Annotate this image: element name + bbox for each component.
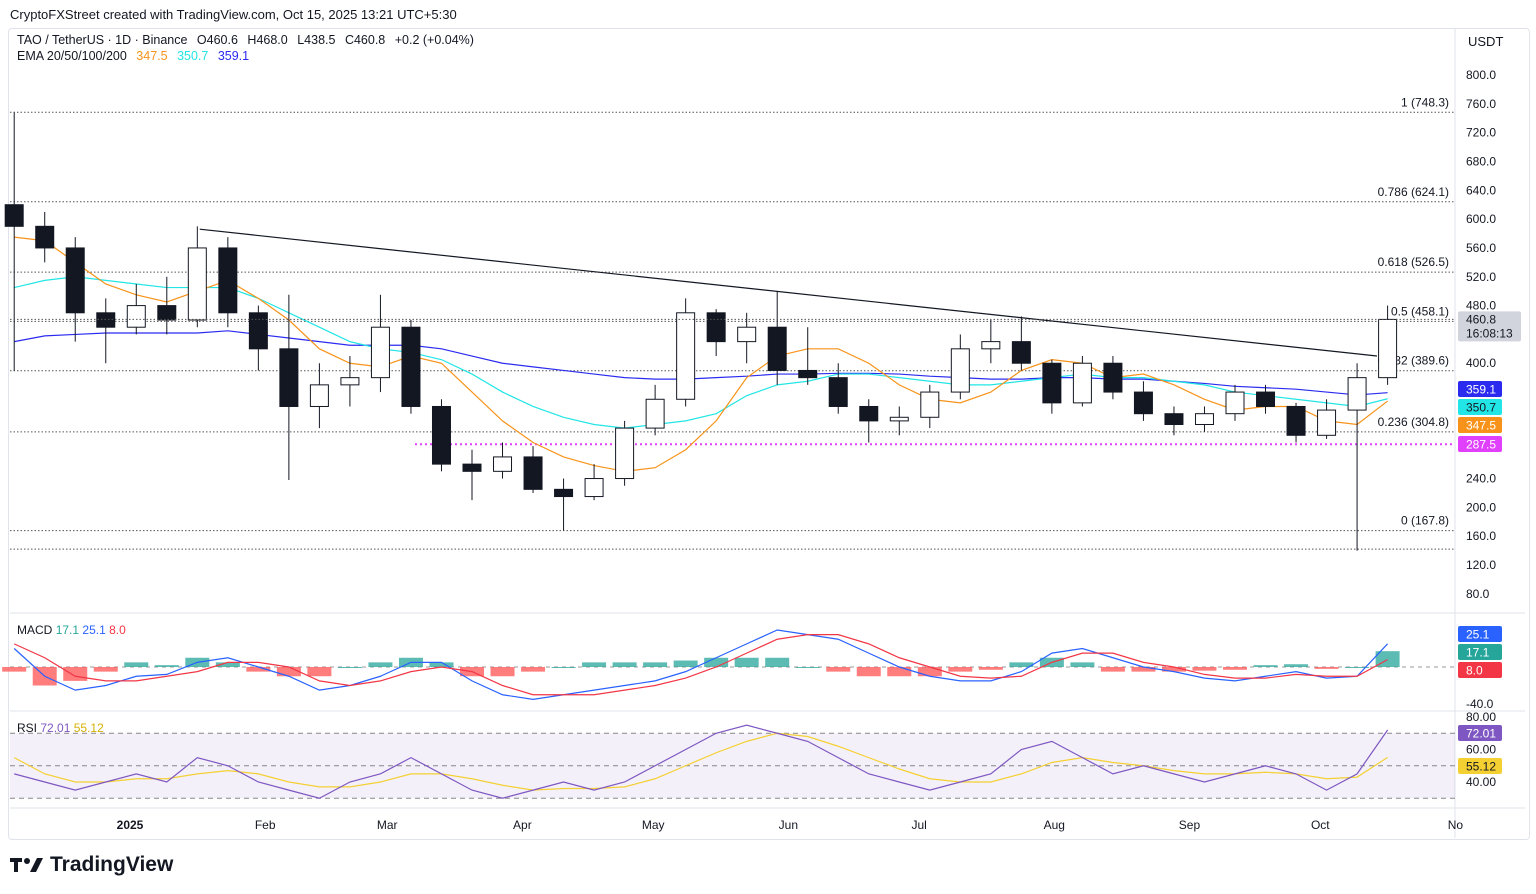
ema-legend[interactable]: EMA 20/50/100/200 347.5 350.7 359.1 bbox=[17, 49, 255, 63]
rsi-legend[interactable]: RSI 72.01 55.12 bbox=[17, 721, 104, 735]
ohlc-low: L438.5 bbox=[297, 33, 336, 47]
macd-line-value: 25.1 bbox=[82, 623, 106, 637]
ema-fast-value: 347.5 bbox=[136, 49, 168, 63]
chart-credit: CryptoFXStreet created with TradingView.… bbox=[10, 7, 457, 22]
logo-text: TradingView bbox=[50, 853, 174, 876]
ema-slow-value: 359.1 bbox=[217, 49, 250, 63]
ema-label: EMA 20/50/100/200 bbox=[17, 49, 127, 63]
ohlc-close: C460.8 bbox=[344, 33, 386, 47]
ohlc-change: +0.2 (+0.04%) bbox=[394, 33, 474, 47]
currency-label[interactable]: USDT bbox=[1468, 34, 1504, 49]
symbol-legend: TAO / TetherUS · 1D · Binance O460.6 H46… bbox=[17, 33, 480, 47]
ohlc-open: O460.6 bbox=[196, 33, 238, 47]
ema-mid-value: 350.7 bbox=[177, 49, 209, 63]
rsi-ma-value: 55.12 bbox=[73, 721, 104, 735]
symbol-title[interactable]: TAO / TetherUS · 1D · Binance bbox=[17, 33, 188, 47]
macd-label: MACD bbox=[17, 623, 53, 637]
tradingview-logo-icon bbox=[10, 858, 43, 872]
macd-signal-value: 8.0 bbox=[109, 623, 126, 637]
chart-frame bbox=[8, 28, 1530, 840]
rsi-value: 72.01 bbox=[40, 721, 71, 735]
macd-hist-value: 17.1 bbox=[55, 623, 80, 637]
macd-legend[interactable]: MACD 17.1 25.1 8.0 bbox=[17, 623, 126, 637]
rsi-label: RSI bbox=[17, 721, 38, 735]
tradingview-logo: TradingView bbox=[10, 853, 173, 877]
ohlc-high: H468.0 bbox=[247, 33, 288, 47]
